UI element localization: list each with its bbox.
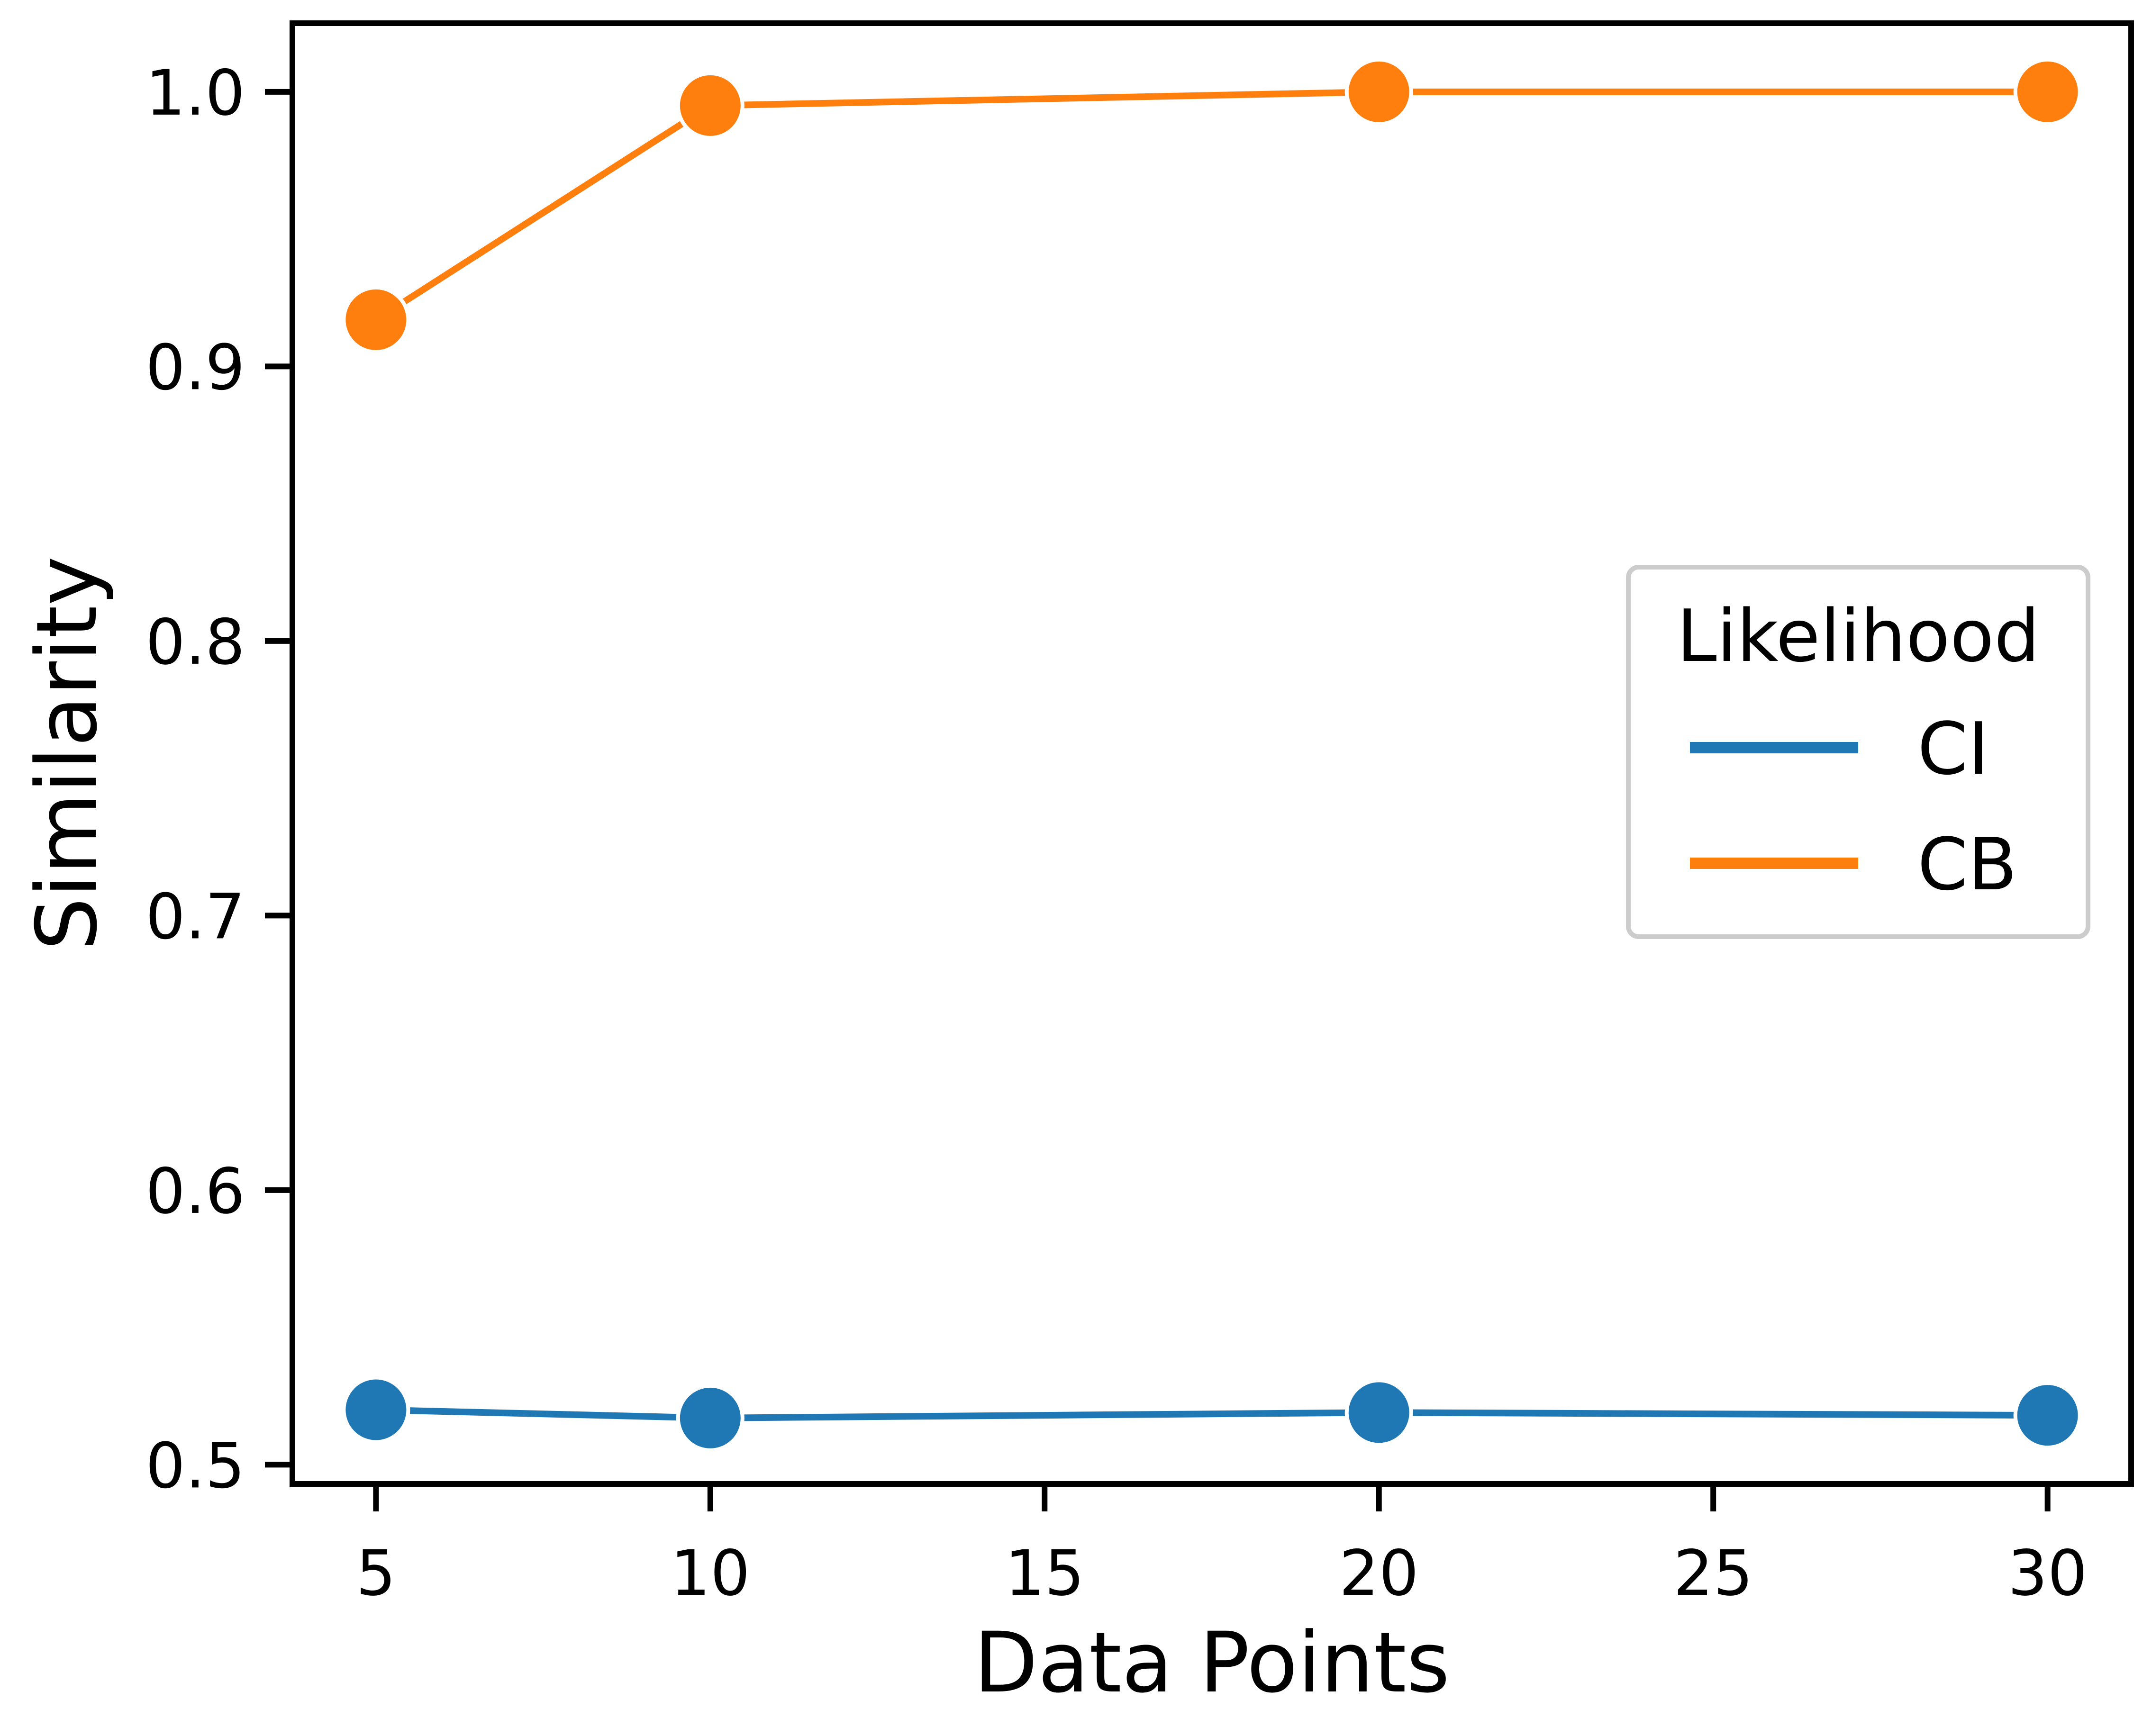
series-line-cb [374,88,2048,323]
x-tick-label-25: 25 [1673,1537,1753,1610]
y-tick-label-0.7: 0.7 [145,880,245,953]
data-point-cb-10 [676,71,745,140]
data-point-ci-5 [342,1375,410,1444]
plot-frame [290,20,2134,1487]
y-tick-label-1.0: 1.0 [145,57,245,130]
data-point-ci-20 [1344,1378,1413,1447]
x-axis-title: Data Points [974,1614,1450,1711]
data-point-cb-5 [342,285,410,354]
data-point-ci-30 [2013,1381,2082,1450]
y-axis-title: Similarity [18,556,116,950]
y-tick-label-0.9: 0.9 [145,331,245,404]
series-layer [342,57,2082,1452]
legend-label-cb: CB [1917,823,2017,906]
y-tick-label-0.5: 0.5 [145,1429,245,1502]
y-tick-label-0.6: 0.6 [145,1155,245,1228]
data-point-ci-10 [676,1383,745,1452]
y-tick-label-0.8: 0.8 [145,606,245,679]
data-point-cb-30 [2013,57,2082,126]
x-tick-label-10: 10 [671,1537,750,1610]
data-point-cb-20 [1344,57,1413,126]
x-tick-label-30: 30 [2008,1537,2088,1610]
legend-label-ci: CI [1917,707,1989,791]
legend: Likelihood CI CB [1626,565,2090,939]
x-tick-label-5: 5 [356,1537,396,1610]
legend-title: Likelihood [1677,594,2040,678]
x-axis: 5 10 15 20 25 30 [356,1484,2088,1610]
series-line-ci [376,1406,2048,1421]
y-axis: 0.5 0.6 0.7 0.8 0.9 1.0 [145,57,292,1502]
x-tick-label-20: 20 [1339,1537,1419,1610]
x-tick-label-15: 15 [1005,1537,1084,1610]
